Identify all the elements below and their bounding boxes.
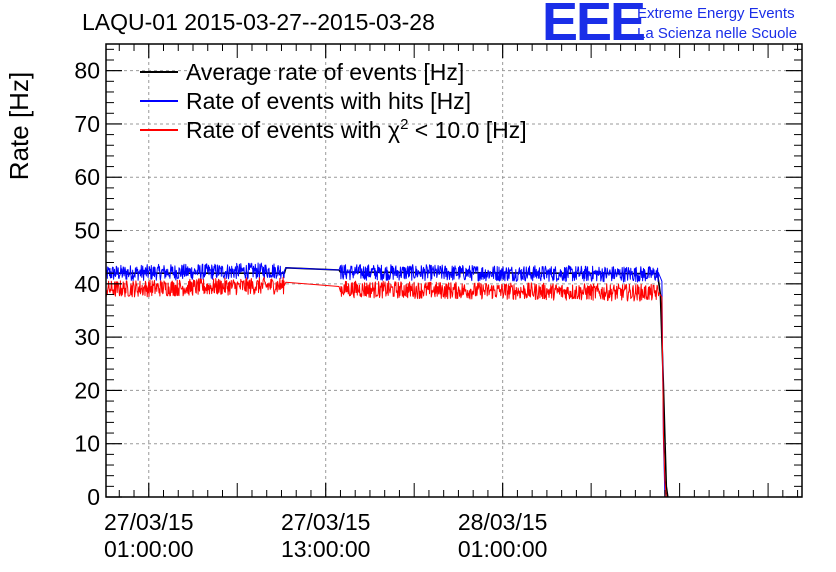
eee-logo: EEE Extreme Energy Events La Scienza nel…	[542, 0, 797, 52]
y-tick-label: 80	[74, 58, 100, 84]
series-line-0	[106, 267, 669, 498]
x-axis-ticks: 27/03/1501:00:0027/03/1513:00:0028/03/15…	[104, 44, 799, 562]
logo-line-1: Extreme Energy Events	[637, 5, 795, 22]
y-tick-label: 70	[74, 111, 100, 137]
plot-frame	[105, 43, 803, 498]
chart-title: LAQU-01 2015-03-27--2015-03-28	[82, 9, 435, 35]
legend-label: Rate of events with hits [Hz]	[186, 88, 471, 114]
x-tick-label-time: 01:00:00	[104, 536, 194, 562]
x-tick-label-date: 27/03/15	[104, 509, 194, 535]
legend-label: Average rate of events [Hz]	[186, 59, 464, 85]
y-tick-label: 0	[87, 484, 100, 510]
x-tick-label-date: 27/03/15	[281, 509, 371, 535]
series-line-2	[105, 276, 667, 498]
y-tick-label: 40	[74, 271, 100, 297]
x-tick-label-time: 01:00:00	[458, 536, 548, 562]
y-tick-label: 60	[74, 164, 100, 190]
logo-line-2: La Scienza nelle Scuole	[637, 25, 797, 42]
y-tick-label: 30	[74, 324, 100, 350]
series-line-1	[105, 262, 666, 498]
legend-label: Rate of events with χ2 < 10.0 [Hz]	[186, 116, 527, 143]
x-tick-label-time: 13:00:00	[281, 536, 371, 562]
y-tick-label: 10	[74, 431, 100, 457]
y-tick-label: 50	[74, 218, 100, 244]
series-lines	[105, 262, 669, 498]
y-tick-label: 20	[74, 377, 100, 403]
y-axis-title: Rate [Hz]	[4, 72, 34, 180]
grid-lines	[106, 44, 802, 497]
legend: Average rate of events [Hz] Rate of event…	[140, 59, 527, 143]
y-axis-ticks: 0 10 20 30 40 50 60 70 80	[74, 48, 802, 510]
x-tick-label-date: 28/03/15	[458, 509, 548, 535]
